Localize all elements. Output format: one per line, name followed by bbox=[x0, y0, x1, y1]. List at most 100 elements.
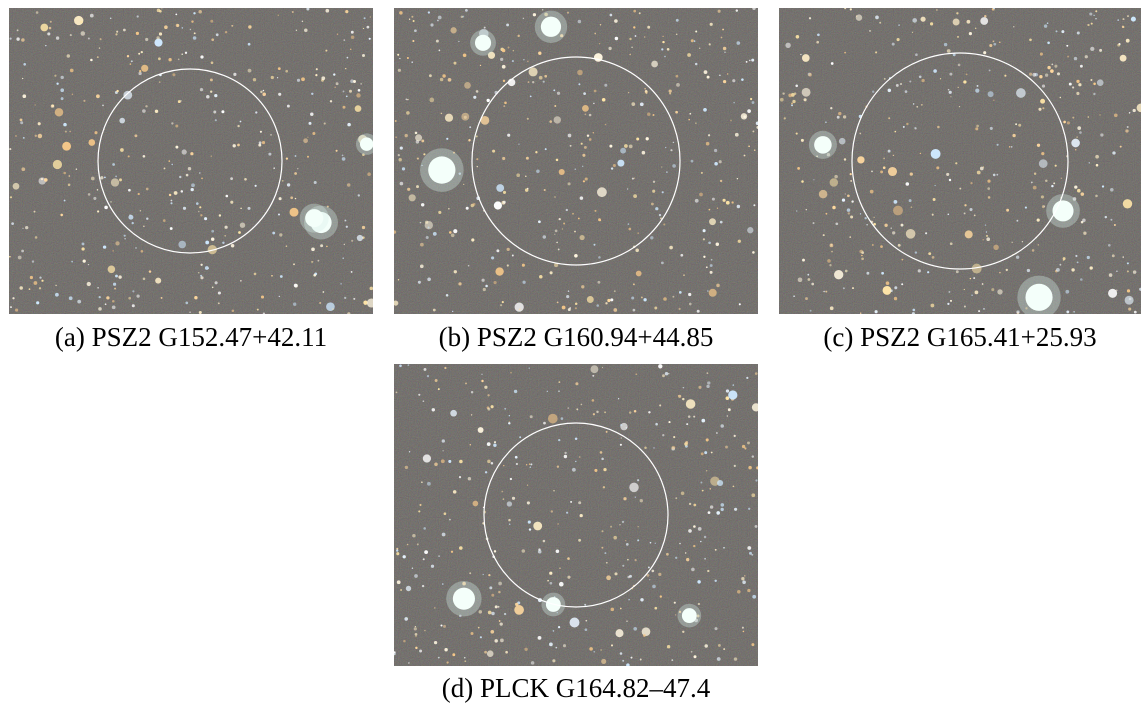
star bbox=[578, 539, 581, 542]
star bbox=[449, 231, 452, 234]
star bbox=[753, 204, 755, 206]
star bbox=[556, 159, 559, 162]
star bbox=[606, 431, 608, 433]
star bbox=[200, 55, 203, 58]
star bbox=[507, 264, 509, 266]
star bbox=[507, 248, 510, 251]
star bbox=[98, 307, 102, 311]
star bbox=[35, 135, 37, 137]
star bbox=[458, 282, 461, 285]
star bbox=[748, 508, 750, 510]
star bbox=[918, 269, 921, 272]
star bbox=[128, 215, 133, 220]
star bbox=[398, 279, 399, 280]
star bbox=[237, 144, 240, 147]
star bbox=[1080, 65, 1083, 68]
star bbox=[22, 78, 23, 79]
star bbox=[137, 15, 139, 17]
star bbox=[1063, 257, 1066, 260]
star bbox=[1076, 136, 1077, 137]
star bbox=[325, 50, 327, 52]
star bbox=[936, 9, 938, 11]
star bbox=[861, 251, 864, 254]
star bbox=[598, 256, 601, 259]
star bbox=[747, 441, 750, 444]
star bbox=[554, 196, 555, 197]
star bbox=[796, 35, 800, 39]
bright-star bbox=[475, 35, 491, 51]
star bbox=[575, 438, 578, 441]
star bbox=[681, 492, 685, 496]
star bbox=[343, 90, 345, 92]
star bbox=[610, 298, 613, 301]
star bbox=[1018, 124, 1021, 127]
star bbox=[956, 270, 959, 273]
star bbox=[831, 251, 833, 253]
star bbox=[544, 189, 546, 191]
star bbox=[736, 9, 738, 11]
star bbox=[172, 73, 175, 76]
star bbox=[701, 419, 705, 423]
star bbox=[1077, 126, 1081, 130]
star bbox=[311, 93, 313, 95]
star bbox=[714, 627, 717, 630]
star bbox=[292, 11, 294, 13]
star bbox=[659, 404, 661, 406]
star bbox=[1089, 162, 1090, 163]
star bbox=[971, 294, 973, 296]
star bbox=[566, 512, 568, 514]
star bbox=[465, 382, 467, 384]
star bbox=[732, 384, 734, 386]
star bbox=[493, 443, 496, 446]
star bbox=[553, 630, 555, 632]
star bbox=[21, 38, 25, 42]
star bbox=[342, 157, 346, 161]
star bbox=[673, 436, 675, 438]
star bbox=[582, 154, 585, 157]
star bbox=[733, 485, 735, 487]
star bbox=[726, 201, 730, 205]
star bbox=[1093, 93, 1095, 95]
star bbox=[977, 171, 981, 175]
star bbox=[716, 511, 720, 515]
star bbox=[143, 225, 145, 227]
star bbox=[307, 156, 309, 158]
star bbox=[104, 177, 106, 179]
star bbox=[1126, 39, 1130, 43]
star bbox=[744, 575, 745, 576]
star bbox=[708, 511, 711, 514]
star bbox=[21, 250, 24, 253]
star bbox=[915, 53, 918, 56]
star bbox=[1016, 88, 1026, 98]
star bbox=[914, 127, 915, 128]
star bbox=[446, 294, 449, 297]
star bbox=[405, 134, 408, 137]
star bbox=[20, 121, 23, 124]
star bbox=[974, 215, 976, 217]
star bbox=[330, 100, 332, 102]
star bbox=[1114, 113, 1118, 117]
star bbox=[1041, 195, 1044, 198]
star bbox=[976, 125, 979, 128]
star bbox=[947, 303, 949, 305]
star bbox=[473, 96, 476, 99]
star bbox=[483, 574, 484, 575]
star bbox=[751, 643, 754, 646]
star bbox=[561, 417, 564, 420]
star bbox=[574, 168, 576, 170]
star bbox=[550, 582, 553, 585]
star bbox=[699, 193, 703, 197]
star bbox=[332, 308, 334, 310]
star bbox=[500, 622, 503, 625]
star bbox=[1082, 218, 1086, 222]
star bbox=[1112, 151, 1115, 154]
star bbox=[181, 190, 184, 193]
star bbox=[704, 536, 706, 538]
star bbox=[297, 168, 298, 169]
star bbox=[343, 106, 346, 109]
star bbox=[665, 147, 666, 148]
star bbox=[438, 657, 440, 659]
star bbox=[139, 70, 141, 72]
star bbox=[691, 160, 694, 163]
star bbox=[211, 237, 214, 240]
